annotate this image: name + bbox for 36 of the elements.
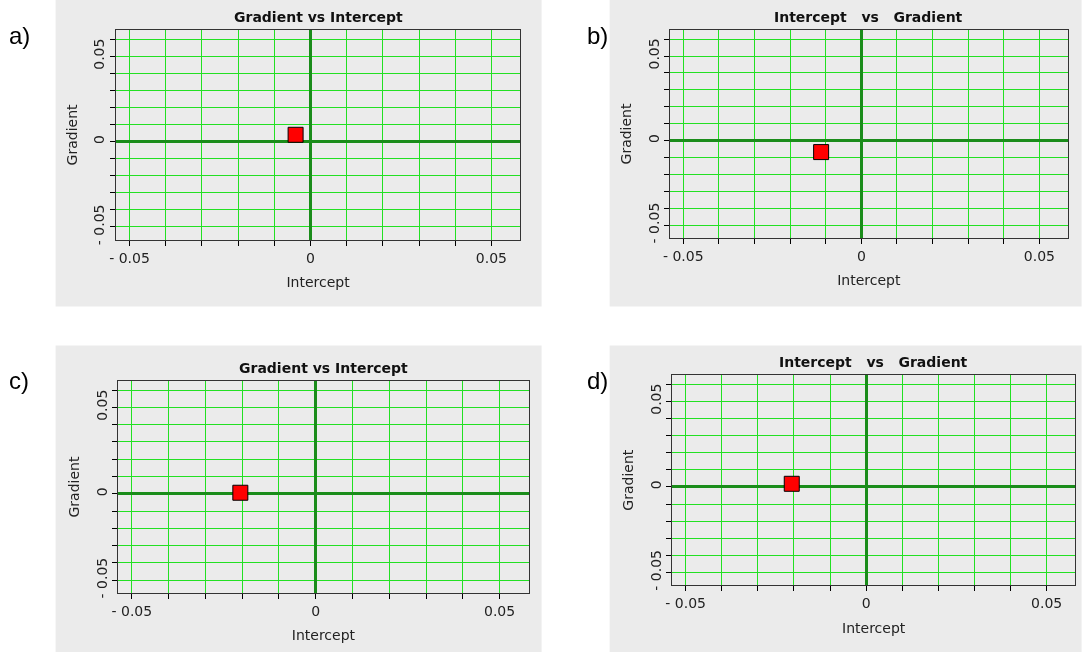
- x-tick-label: 0.05: [484, 603, 516, 620]
- x-tick-label: 0: [856, 247, 866, 264]
- x-tick-label: 0: [311, 603, 321, 620]
- text: b): [587, 22, 609, 49]
- y-tick-label: 0: [647, 480, 664, 490]
- x-tick-label: 0: [861, 595, 871, 612]
- x-axis-title: Intercept: [842, 619, 906, 636]
- text: d): [587, 367, 609, 394]
- x-axis-title: Intercept: [291, 627, 356, 644]
- chart-title: Gradient vs Intercept: [234, 9, 404, 25]
- x-tick-label: - 0.05: [111, 603, 153, 620]
- y-axis-title: Gradient: [66, 456, 83, 518]
- x-tick-label: 0.05: [1031, 595, 1063, 612]
- x-tick-label: 0: [305, 249, 315, 266]
- x-tick-label: - 0.05: [662, 247, 704, 264]
- chart-title: Intercept vs Gradient: [779, 354, 968, 370]
- y-tick-label: 0.05: [645, 38, 662, 70]
- y-tick-label: 0.05: [91, 38, 108, 70]
- x-axis-title: Intercept: [286, 274, 351, 291]
- y-tick-label: 0.05: [93, 389, 110, 421]
- y-tick-label: 0: [93, 487, 110, 497]
- x-tick-label: - 0.05: [109, 249, 150, 266]
- y-axis-title: Gradient: [64, 103, 81, 166]
- chart-title: Gradient vs Intercept: [239, 360, 409, 376]
- x-tick-label: 0.05: [1023, 247, 1056, 264]
- x-tick-label: - 0.05: [665, 595, 706, 612]
- chart-title: Intercept vs Gradient: [774, 9, 963, 25]
- x-tick-label: 0.05: [475, 249, 507, 266]
- text: c): [9, 367, 29, 394]
- y-axis-title: Gradient: [620, 449, 637, 511]
- y-tick-label: 0: [91, 135, 108, 144]
- y-axis-title: Gradient: [618, 103, 635, 165]
- x-axis-title: Intercept: [837, 272, 901, 289]
- y-tick-label: 0: [645, 134, 662, 143]
- y-tick-label: 0.05: [647, 383, 664, 415]
- text: a): [9, 22, 31, 49]
